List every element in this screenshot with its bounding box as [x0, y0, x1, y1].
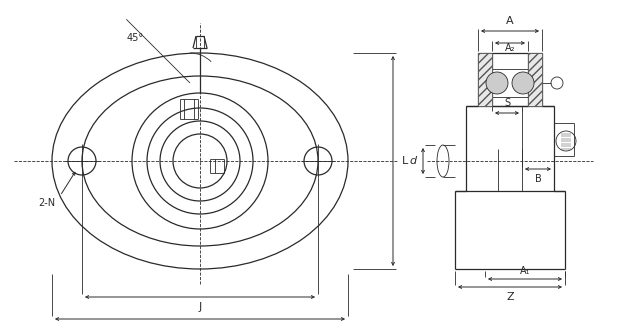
Text: S: S: [504, 98, 510, 108]
Circle shape: [512, 72, 534, 94]
Text: L: L: [402, 156, 408, 166]
Text: 45°: 45°: [126, 33, 143, 43]
Text: 2-N: 2-N: [38, 198, 55, 208]
Circle shape: [486, 72, 508, 94]
Text: d: d: [409, 156, 416, 166]
Text: A₁: A₁: [520, 266, 530, 276]
Text: A: A: [506, 16, 514, 26]
Text: J: J: [198, 302, 202, 312]
Text: A₂: A₂: [504, 43, 515, 53]
Text: Z: Z: [506, 292, 514, 302]
Text: B: B: [535, 174, 542, 184]
